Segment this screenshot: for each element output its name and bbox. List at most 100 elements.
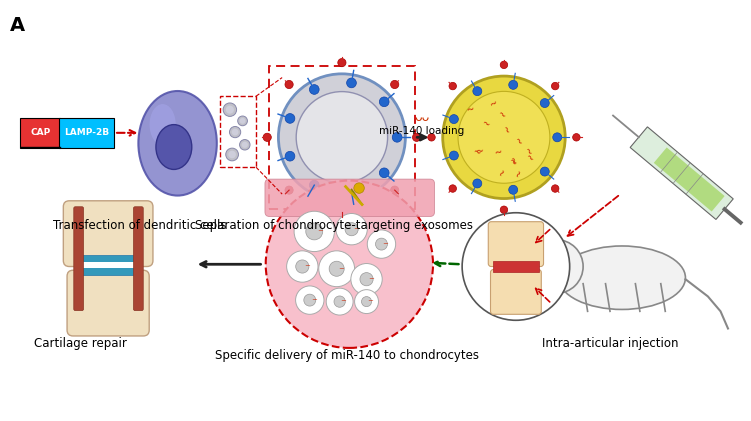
Circle shape bbox=[240, 139, 250, 150]
Circle shape bbox=[226, 148, 239, 161]
Circle shape bbox=[242, 141, 248, 148]
Text: ~: ~ bbox=[382, 241, 388, 247]
Circle shape bbox=[412, 133, 421, 141]
Circle shape bbox=[360, 273, 373, 286]
Text: ~: ~ bbox=[367, 298, 372, 305]
Circle shape bbox=[351, 264, 382, 295]
Circle shape bbox=[223, 103, 237, 116]
Circle shape bbox=[296, 260, 309, 273]
Text: ~: ~ bbox=[340, 298, 346, 305]
Circle shape bbox=[528, 266, 534, 272]
FancyBboxPatch shape bbox=[74, 207, 83, 311]
Circle shape bbox=[232, 129, 239, 136]
Circle shape bbox=[238, 116, 247, 126]
Circle shape bbox=[285, 114, 295, 123]
FancyBboxPatch shape bbox=[134, 207, 143, 311]
FancyBboxPatch shape bbox=[20, 118, 60, 148]
Circle shape bbox=[285, 80, 293, 88]
Text: ~: ~ bbox=[472, 147, 482, 159]
Text: ~: ~ bbox=[513, 168, 526, 179]
Text: ~: ~ bbox=[466, 104, 476, 116]
Circle shape bbox=[553, 133, 562, 142]
Circle shape bbox=[449, 185, 457, 192]
Circle shape bbox=[354, 290, 379, 314]
Text: A: A bbox=[10, 16, 25, 35]
Text: ~: ~ bbox=[311, 297, 317, 303]
Circle shape bbox=[296, 92, 388, 183]
Circle shape bbox=[500, 61, 508, 69]
Circle shape bbox=[540, 167, 549, 176]
Circle shape bbox=[534, 227, 558, 251]
FancyBboxPatch shape bbox=[59, 118, 114, 148]
Circle shape bbox=[226, 106, 234, 114]
Circle shape bbox=[449, 83, 457, 90]
Circle shape bbox=[240, 118, 246, 124]
Text: Separation of chondrocyte-targeting exosomes: Separation of chondrocyte-targeting exos… bbox=[195, 219, 473, 232]
Text: ~: ~ bbox=[505, 156, 518, 168]
Circle shape bbox=[391, 80, 399, 88]
Circle shape bbox=[306, 223, 323, 240]
Text: ~: ~ bbox=[493, 147, 504, 159]
Circle shape bbox=[318, 251, 354, 287]
FancyBboxPatch shape bbox=[74, 255, 142, 264]
Circle shape bbox=[539, 232, 553, 245]
Ellipse shape bbox=[138, 91, 217, 196]
Text: CAP: CAP bbox=[30, 128, 50, 137]
Circle shape bbox=[230, 126, 241, 138]
Circle shape bbox=[391, 186, 399, 194]
Text: ~: ~ bbox=[488, 97, 501, 110]
Circle shape bbox=[309, 180, 319, 190]
Polygon shape bbox=[654, 147, 725, 211]
Circle shape bbox=[551, 83, 559, 90]
Text: ~: ~ bbox=[520, 146, 533, 158]
FancyBboxPatch shape bbox=[74, 265, 142, 275]
Circle shape bbox=[376, 238, 388, 250]
FancyBboxPatch shape bbox=[493, 261, 539, 272]
Circle shape bbox=[287, 251, 318, 282]
Circle shape bbox=[473, 179, 482, 188]
Circle shape bbox=[326, 288, 353, 315]
Circle shape bbox=[541, 264, 549, 271]
FancyBboxPatch shape bbox=[490, 269, 541, 314]
Circle shape bbox=[449, 151, 458, 160]
FancyBboxPatch shape bbox=[265, 179, 435, 216]
Circle shape bbox=[551, 185, 559, 192]
Circle shape bbox=[338, 59, 346, 67]
Circle shape bbox=[428, 133, 436, 141]
Circle shape bbox=[458, 91, 550, 183]
Circle shape bbox=[508, 80, 517, 89]
Circle shape bbox=[285, 151, 295, 161]
Text: LAMP-2B: LAMP-2B bbox=[64, 128, 109, 137]
Text: ~: ~ bbox=[505, 157, 517, 169]
Polygon shape bbox=[630, 127, 733, 219]
Text: miR-140 loading: miR-140 loading bbox=[379, 126, 464, 136]
Circle shape bbox=[361, 296, 372, 306]
Circle shape bbox=[508, 185, 517, 194]
Circle shape bbox=[354, 183, 364, 193]
Text: ~: ~ bbox=[353, 226, 359, 232]
Circle shape bbox=[473, 87, 482, 96]
Text: Specific delivery of miR-140 to chondrocytes: Specific delivery of miR-140 to chondroc… bbox=[215, 349, 479, 362]
Circle shape bbox=[500, 206, 508, 213]
Circle shape bbox=[279, 74, 406, 201]
Text: ~: ~ bbox=[317, 229, 323, 234]
Text: ~: ~ bbox=[523, 152, 535, 165]
Circle shape bbox=[462, 213, 570, 320]
Circle shape bbox=[228, 151, 236, 158]
Text: ~: ~ bbox=[303, 264, 309, 269]
Circle shape bbox=[379, 97, 389, 107]
Circle shape bbox=[540, 99, 549, 107]
Text: ~: ~ bbox=[499, 125, 511, 136]
Circle shape bbox=[345, 223, 358, 236]
Circle shape bbox=[449, 115, 458, 124]
Ellipse shape bbox=[149, 104, 176, 145]
Ellipse shape bbox=[559, 246, 686, 309]
Bar bbox=[270, 66, 415, 209]
Text: ᴗᴗ: ᴗᴗ bbox=[415, 111, 430, 124]
Circle shape bbox=[379, 168, 389, 178]
FancyBboxPatch shape bbox=[74, 262, 142, 268]
Text: ~: ~ bbox=[511, 136, 524, 148]
Circle shape bbox=[296, 286, 324, 314]
Circle shape bbox=[347, 187, 356, 197]
Text: ~: ~ bbox=[497, 166, 510, 178]
